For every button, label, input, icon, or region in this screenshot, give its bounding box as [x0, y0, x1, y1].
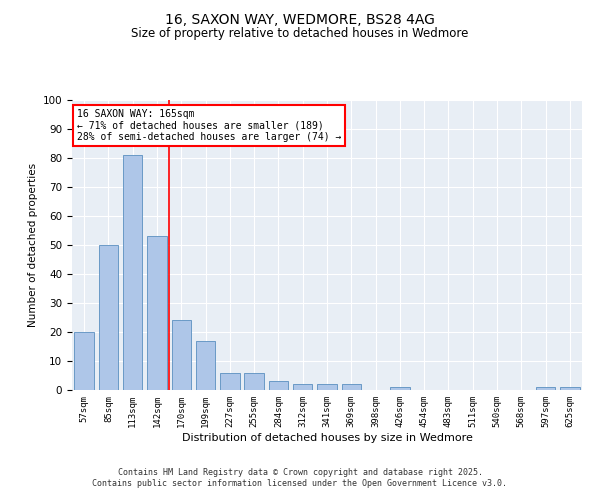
Text: Contains HM Land Registry data © Crown copyright and database right 2025.
Contai: Contains HM Land Registry data © Crown c… [92, 468, 508, 487]
Y-axis label: Number of detached properties: Number of detached properties [28, 163, 38, 327]
Bar [99, 245, 118, 390]
X-axis label: Distribution of detached houses by size in Wedmore: Distribution of detached houses by size … [182, 432, 472, 442]
Text: Size of property relative to detached houses in Wedmore: Size of property relative to detached ho… [131, 28, 469, 40]
Text: 16 SAXON WAY: 165sqm
← 71% of detached houses are smaller (189)
28% of semi-deta: 16 SAXON WAY: 165sqm ← 71% of detached h… [77, 108, 341, 142]
Bar [341, 384, 361, 390]
Bar [74, 332, 94, 390]
Bar [172, 320, 191, 390]
Bar [317, 384, 337, 390]
Text: 16, SAXON WAY, WEDMORE, BS28 4AG: 16, SAXON WAY, WEDMORE, BS28 4AG [165, 12, 435, 26]
Bar [244, 372, 264, 390]
Bar [269, 382, 288, 390]
Bar [293, 384, 313, 390]
Bar [123, 155, 142, 390]
Bar [220, 372, 239, 390]
Bar [390, 387, 410, 390]
Bar [196, 340, 215, 390]
Bar [560, 387, 580, 390]
Bar [147, 236, 167, 390]
Bar [536, 387, 555, 390]
